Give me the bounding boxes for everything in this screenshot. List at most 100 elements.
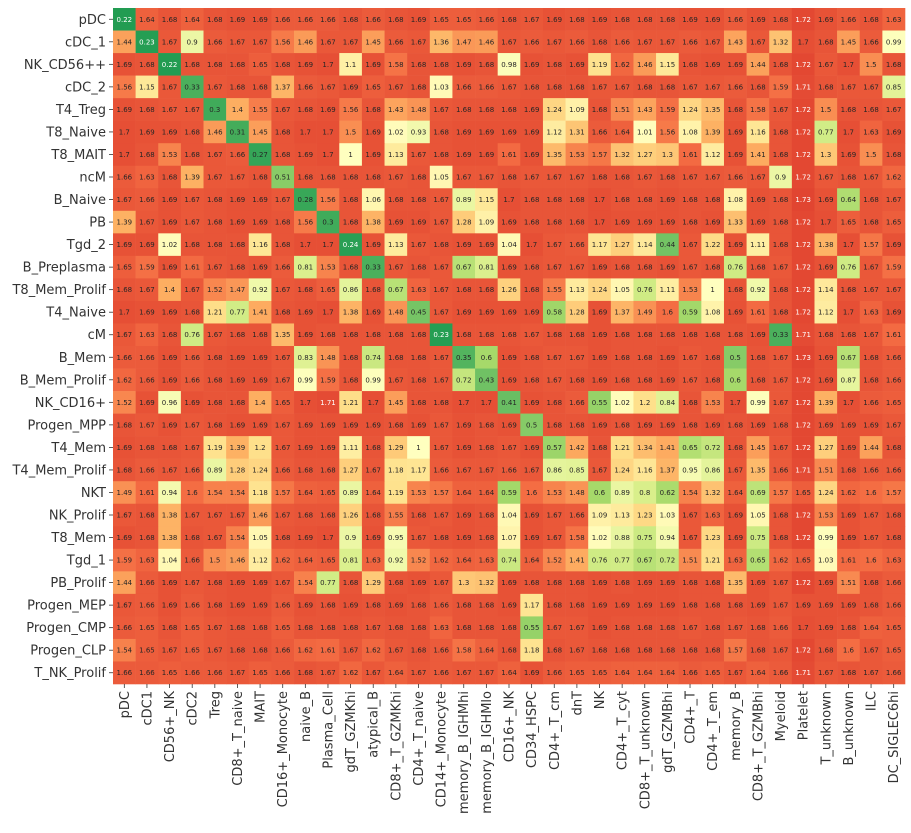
cell-label: 1.48: [320, 354, 336, 362]
cell-label: 1.16: [750, 128, 766, 136]
cell-label: 1.68: [207, 579, 223, 587]
cell-label: 1.7: [322, 534, 333, 542]
cell-label: 1.69: [818, 196, 834, 204]
heatmap-cell: [882, 98, 906, 121]
cell-label: 1.68: [320, 624, 336, 632]
cell-label: 1.66: [886, 579, 902, 587]
cell-label: 1.67: [750, 38, 766, 46]
heatmap-cell: [226, 30, 250, 54]
heatmap-cell: [384, 233, 408, 257]
heatmap-cell: [158, 255, 182, 279]
heatmap-cell: [158, 278, 182, 302]
heatmap-cell: [180, 661, 204, 685]
heatmap-cell: [746, 526, 770, 550]
cell-label: 1.67: [365, 466, 381, 474]
cell-label: 1.68: [298, 286, 314, 294]
cell-label: 1.62: [773, 557, 789, 565]
cell-label: 1.69: [230, 219, 246, 227]
heatmap-cell: [542, 188, 566, 212]
heatmap-cell: [113, 503, 136, 527]
heatmap-cell: [113, 210, 136, 234]
heatmap-cell: [859, 458, 883, 482]
cell-label: 1.69: [818, 264, 834, 272]
cell-label: 1.68: [388, 331, 404, 339]
cell-label: 1.65: [886, 399, 902, 407]
heatmap-cell: [339, 503, 363, 527]
cell-label: 1.69: [592, 376, 608, 384]
heatmap-cell: [339, 391, 363, 414]
heatmap-cell: [520, 458, 544, 482]
cell-label: 1.69: [320, 444, 336, 452]
heatmap-cell: [701, 188, 725, 212]
cell-label: 1.68: [184, 151, 200, 159]
cell-label: 1.68: [298, 466, 314, 474]
cell-label: 1.69: [162, 421, 178, 429]
cell-label: 1.67: [773, 264, 789, 272]
cell-label: 1.69: [365, 241, 381, 249]
heatmap-cell: [542, 323, 566, 347]
heatmap-cell: [361, 548, 385, 572]
cell-label: 1.68: [388, 421, 404, 429]
cell-label: 1.67: [660, 38, 676, 46]
cell-label: 1.7: [843, 241, 854, 249]
cell-label: 1.7: [843, 309, 854, 317]
cell-label: 1.68: [886, 534, 902, 542]
cell-label: 1.69: [456, 421, 472, 429]
heatmap-cell: [339, 300, 363, 324]
heatmap-cell: [226, 53, 250, 76]
heatmap-cell: [882, 233, 906, 257]
heatmap-cell: [769, 638, 793, 662]
heatmap-cell: [746, 413, 770, 437]
x-tick-label: cDC2: [186, 691, 201, 726]
heatmap-cell: [723, 548, 747, 572]
cell-label: 1.66: [886, 354, 902, 362]
cell-label: 0.31: [230, 128, 246, 136]
cell-label: 1.66: [139, 196, 155, 204]
cell-label: 1.67: [863, 286, 879, 294]
cell-label: 1.68: [818, 331, 834, 339]
heatmap-cell: [497, 548, 521, 572]
heatmap-cell: [203, 346, 227, 369]
cell-label: 1.67: [524, 16, 540, 24]
y-tick-label: B_Naive: [54, 193, 106, 208]
cell-label: 1.67: [433, 421, 449, 429]
heatmap-cell: [723, 233, 747, 257]
cell-label: 1.67: [388, 376, 404, 384]
cell-label: 0.55: [524, 624, 540, 632]
heatmap-cell: [520, 593, 544, 617]
heatmap-cell: [339, 30, 363, 54]
heatmap-cell: [882, 481, 906, 505]
cell-label: 1.69: [117, 241, 133, 249]
heatmap-cell: [837, 346, 861, 369]
cell-label: 1.69: [841, 151, 857, 159]
cell-label: 1.68: [230, 83, 246, 91]
cell-label: 1.67: [433, 579, 449, 587]
cell-label: 1.68: [275, 309, 291, 317]
heatmap-cell: [361, 323, 385, 347]
heatmap-cell: [565, 503, 589, 527]
cell-label: 1.67: [773, 647, 789, 655]
heatmap-cell: [723, 323, 747, 347]
cell-label: 1.68: [230, 331, 246, 339]
heatmap-cell: [656, 526, 680, 550]
cell-label: 0.8: [639, 489, 650, 497]
heatmap-cell: [520, 391, 544, 414]
cell-label: 1.69: [298, 421, 314, 429]
cell-label: 1.67: [546, 534, 562, 542]
cell-label: 1.67: [773, 579, 789, 587]
cell-label: 1.72: [795, 61, 811, 69]
cell-label: 1.46: [298, 38, 314, 46]
heatmap-cell: [203, 300, 227, 324]
cell-label: 1.69: [252, 219, 268, 227]
cell-label: 1.69: [139, 128, 155, 136]
heatmap-cell: [882, 8, 906, 31]
heatmap-cell: [588, 346, 612, 369]
heatmap-cell: [158, 233, 182, 257]
heatmap-cell: [859, 255, 883, 279]
heatmap-cell: [429, 436, 453, 459]
heatmap-cell: [203, 210, 227, 234]
cell-label: 1.57: [863, 241, 879, 249]
heatmap-cell: [113, 53, 136, 76]
cell-label: 1.67: [184, 106, 200, 114]
cell-label: 1.69: [660, 264, 676, 272]
